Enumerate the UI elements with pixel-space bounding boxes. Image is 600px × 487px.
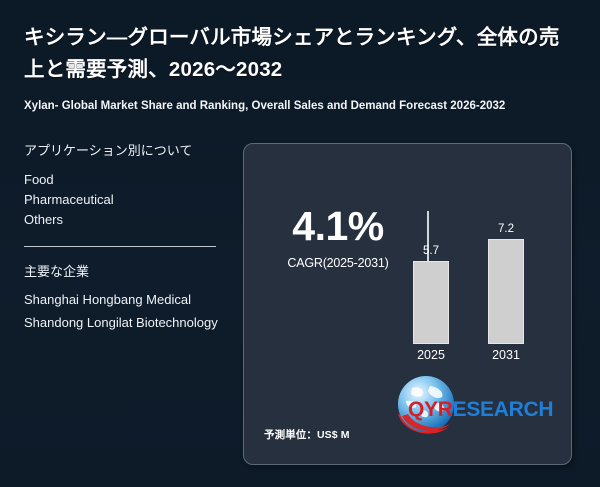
logo-wordmark: QYRESEARCH xyxy=(408,398,554,422)
header: キシラン—グローバル市場シェアとランキング、全体の売上と需要予測、2026～20… xyxy=(24,22,580,115)
section-divider xyxy=(24,246,216,248)
list-item: Pharmaceutical xyxy=(24,191,114,207)
companies-list: Shanghai Hongbang Medical Shandong Longi… xyxy=(24,291,224,332)
left-column: アプリケーション別について Food Pharmaceutical Others… xyxy=(24,143,224,337)
bar-category-label: 2031 xyxy=(492,348,520,362)
list-item: Shanghai Hongbang Medical xyxy=(24,291,191,307)
globe-icon xyxy=(398,376,454,434)
logo-letter-y: Y xyxy=(424,398,438,421)
applications-list: Food Pharmaceutical Others xyxy=(24,170,224,230)
logo-text-rest: ESEARCH xyxy=(452,398,554,421)
bar-value-label: 7.2 xyxy=(498,223,514,235)
bar-value-label: 5.7 xyxy=(423,245,439,257)
bar-chart: 5.7 2025 7.2 2031 xyxy=(394,144,569,362)
bar-group-2031: 7.2 2031 xyxy=(488,223,524,362)
bar-rect xyxy=(413,261,449,344)
qyresearch-logo: QYRESEARCH xyxy=(388,368,563,446)
bar-rect xyxy=(488,239,524,344)
list-item: Shandong Longilat Biotechnology xyxy=(24,314,218,330)
page-subtitle-english: Xylan- Global Market Share and Ranking, … xyxy=(24,99,506,112)
logo-letter-q: Q xyxy=(408,398,425,421)
companies-heading: 主要な企業 xyxy=(24,264,90,280)
applications-heading: アプリケーション別について xyxy=(24,143,193,158)
list-item: Others xyxy=(24,211,64,227)
forecast-unit-note: 予測単位：US$ M xyxy=(264,429,350,441)
bar-group-2025: 5.7 2025 xyxy=(413,245,449,362)
cagr-caption: CAGR(2025-2031) xyxy=(287,256,389,270)
cagr-block: 4.1% CAGR(2025-2031) xyxy=(264,203,412,271)
list-item: Food xyxy=(24,171,54,187)
vertical-separator xyxy=(427,211,429,271)
bar-category-label: 2025 xyxy=(417,348,445,362)
chart-panel: 4.1% CAGR(2025-2031) 5.7 2025 7.2 2031 予… xyxy=(243,143,572,465)
logo-letter-r: R xyxy=(437,398,453,421)
cagr-value: 4.1% xyxy=(292,203,384,249)
page-title-japanese: キシラン—グローバル市場シェアとランキング、全体の売上と需要予測、2026～20… xyxy=(24,26,560,81)
